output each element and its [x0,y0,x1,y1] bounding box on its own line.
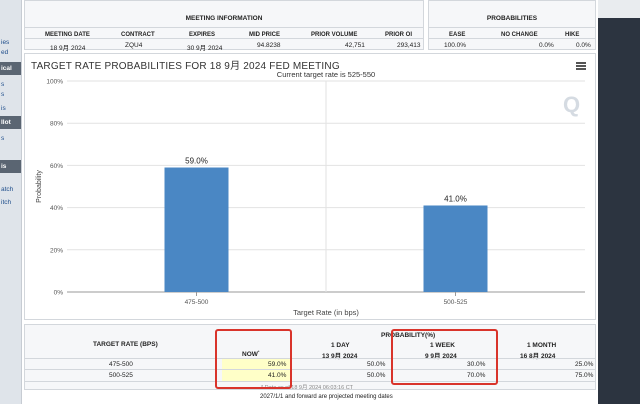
y-tick-label: 100% [46,79,63,86]
bar-500-525 [423,205,488,292]
value-ease: 100.0% [444,42,467,49]
now-column-highlight [222,359,292,381]
right-panel-top [598,0,640,18]
data-as-of-note: * Data as of 18 9月 2024 06:03:16 CT [261,385,354,391]
header-1-day: 1 DAY [331,342,350,349]
divider [25,358,595,359]
sidebar: ies ed ical s s is llot s is atch itch [0,0,22,404]
row-2-day: 50.0% [367,372,386,379]
header-prior-oi: PRIOR OI [385,32,413,38]
x-axis-label: Target Rate (in bps) [293,308,359,317]
header-expires: EXPIRES [189,32,216,38]
divider [25,369,595,370]
sidebar-item-0[interactable]: ies [1,39,10,46]
value-mid-price: 94.8238 [257,42,281,49]
sidebar-item-8[interactable]: is [0,160,21,173]
header-mid-price: MID PRICE [249,32,281,38]
row-1-week: 30.0% [467,361,486,368]
chart-card: Q Current target rate is 525-550 0% 20% 40% 6… [24,53,596,320]
x-tick-label: 475-500 [185,299,209,306]
value-hike: 0.0% [576,42,591,49]
divider [25,381,595,382]
watermark-logo: Q [563,92,580,117]
row-1-rate: 475-500 [109,361,133,368]
y-tick-label: 0% [54,290,64,297]
divider [25,27,423,28]
value-meeting-date: 18 9月 2024 [50,45,86,52]
row-1-now: 59.0% [268,361,287,368]
header-ease: EASE [449,32,466,38]
value-expires: 30 9月 2024 [187,45,223,52]
row-2-month: 75.0% [575,372,594,379]
header-1-day-date: 13 9月 2024 [322,353,358,360]
header-1-month: 1 MONTH [527,342,557,349]
bar-475-500 [164,167,229,292]
row-1-day: 50.0% [367,361,386,368]
probabilities-table: PROBABILITIES EASE NO CHANGE HIKE 100.0%… [428,0,596,50]
chart-title: TARGET RATE PROBABILITIES FOR 18 9月 2024… [31,61,340,72]
row-2-week: 70.0% [467,372,486,379]
header-prior-volume: PRIOR VOLUME [311,32,358,38]
probability-history-table: TARGET RATE (BPS) PROBABILITY(%) NOW* 1 … [24,324,596,391]
row-2-rate: 500-525 [109,372,133,379]
sidebar-item-9[interactable]: atch [1,186,14,193]
value-contract: ZQU4 [125,42,143,49]
target-rate-bar-chart: Q Current target rate is 525-550 0% 20% 40% 6… [36,70,585,317]
value-prior-volume: 42,751 [345,42,365,49]
bar-data-label: 59.0% [185,157,208,166]
header-target-rate: TARGET RATE (BPS) [93,341,158,348]
sidebar-item-10[interactable]: itch [1,199,12,206]
divider [25,38,423,39]
probabilities-title: PROBABILITIES [486,15,538,22]
annotation-box-now [215,329,292,389]
divider [429,27,595,28]
chart-subtitle: Current target rate is 525-550 [277,70,375,79]
row-1-month: 25.0% [575,361,594,368]
sidebar-item-7[interactable]: s [1,135,5,142]
projected-dates-footnote: 2027/1/1 and forward are projected meeti… [260,394,393,400]
y-tick-label: 80% [50,121,63,128]
y-axis-label: Probability [36,170,43,203]
header-hike: HIKE [565,32,580,38]
annotation-box-1-week [391,329,498,385]
value-no-change: 0.0% [539,42,554,49]
header-1-week: 1 WEEK [430,342,455,349]
bar-data-label: 41.0% [444,194,467,203]
y-tick-label: 20% [50,247,63,254]
header-1-month-date: 16 8月 2024 [520,353,556,360]
hamburger-menu-icon[interactable] [576,62,586,70]
header-1-week-date: 9 9月 2024 [425,353,457,360]
header-probability: PROBABILITY(%) [381,332,436,339]
header-no-change: NO CHANGE [501,32,538,38]
right-panel [598,0,640,404]
header-now: NOW* [242,349,260,359]
sidebar-item-5[interactable]: is [1,105,6,112]
header-contract: CONTRACT [121,32,155,38]
y-tick-label: 60% [50,163,63,170]
sidebar-item-2[interactable]: ical [0,62,21,75]
meeting-info-title: MEETING INFORMATION [185,15,263,22]
y-tick-label: 40% [50,205,63,212]
value-prior-oi: 293,413 [397,42,421,49]
divider [429,38,595,39]
sidebar-item-6[interactable]: llot [0,116,21,129]
row-2-now: 41.0% [268,372,287,379]
meeting-information-table: MEETING INFORMATION MEETING DATE CONTRAC… [24,0,424,52]
sidebar-item-1[interactable]: ed [1,49,9,56]
sidebar-item-4[interactable]: s [1,91,5,98]
x-tick-label: 500-525 [444,299,468,306]
header-meeting-date: MEETING DATE [45,32,90,38]
sidebar-item-3[interactable]: s [1,81,5,88]
